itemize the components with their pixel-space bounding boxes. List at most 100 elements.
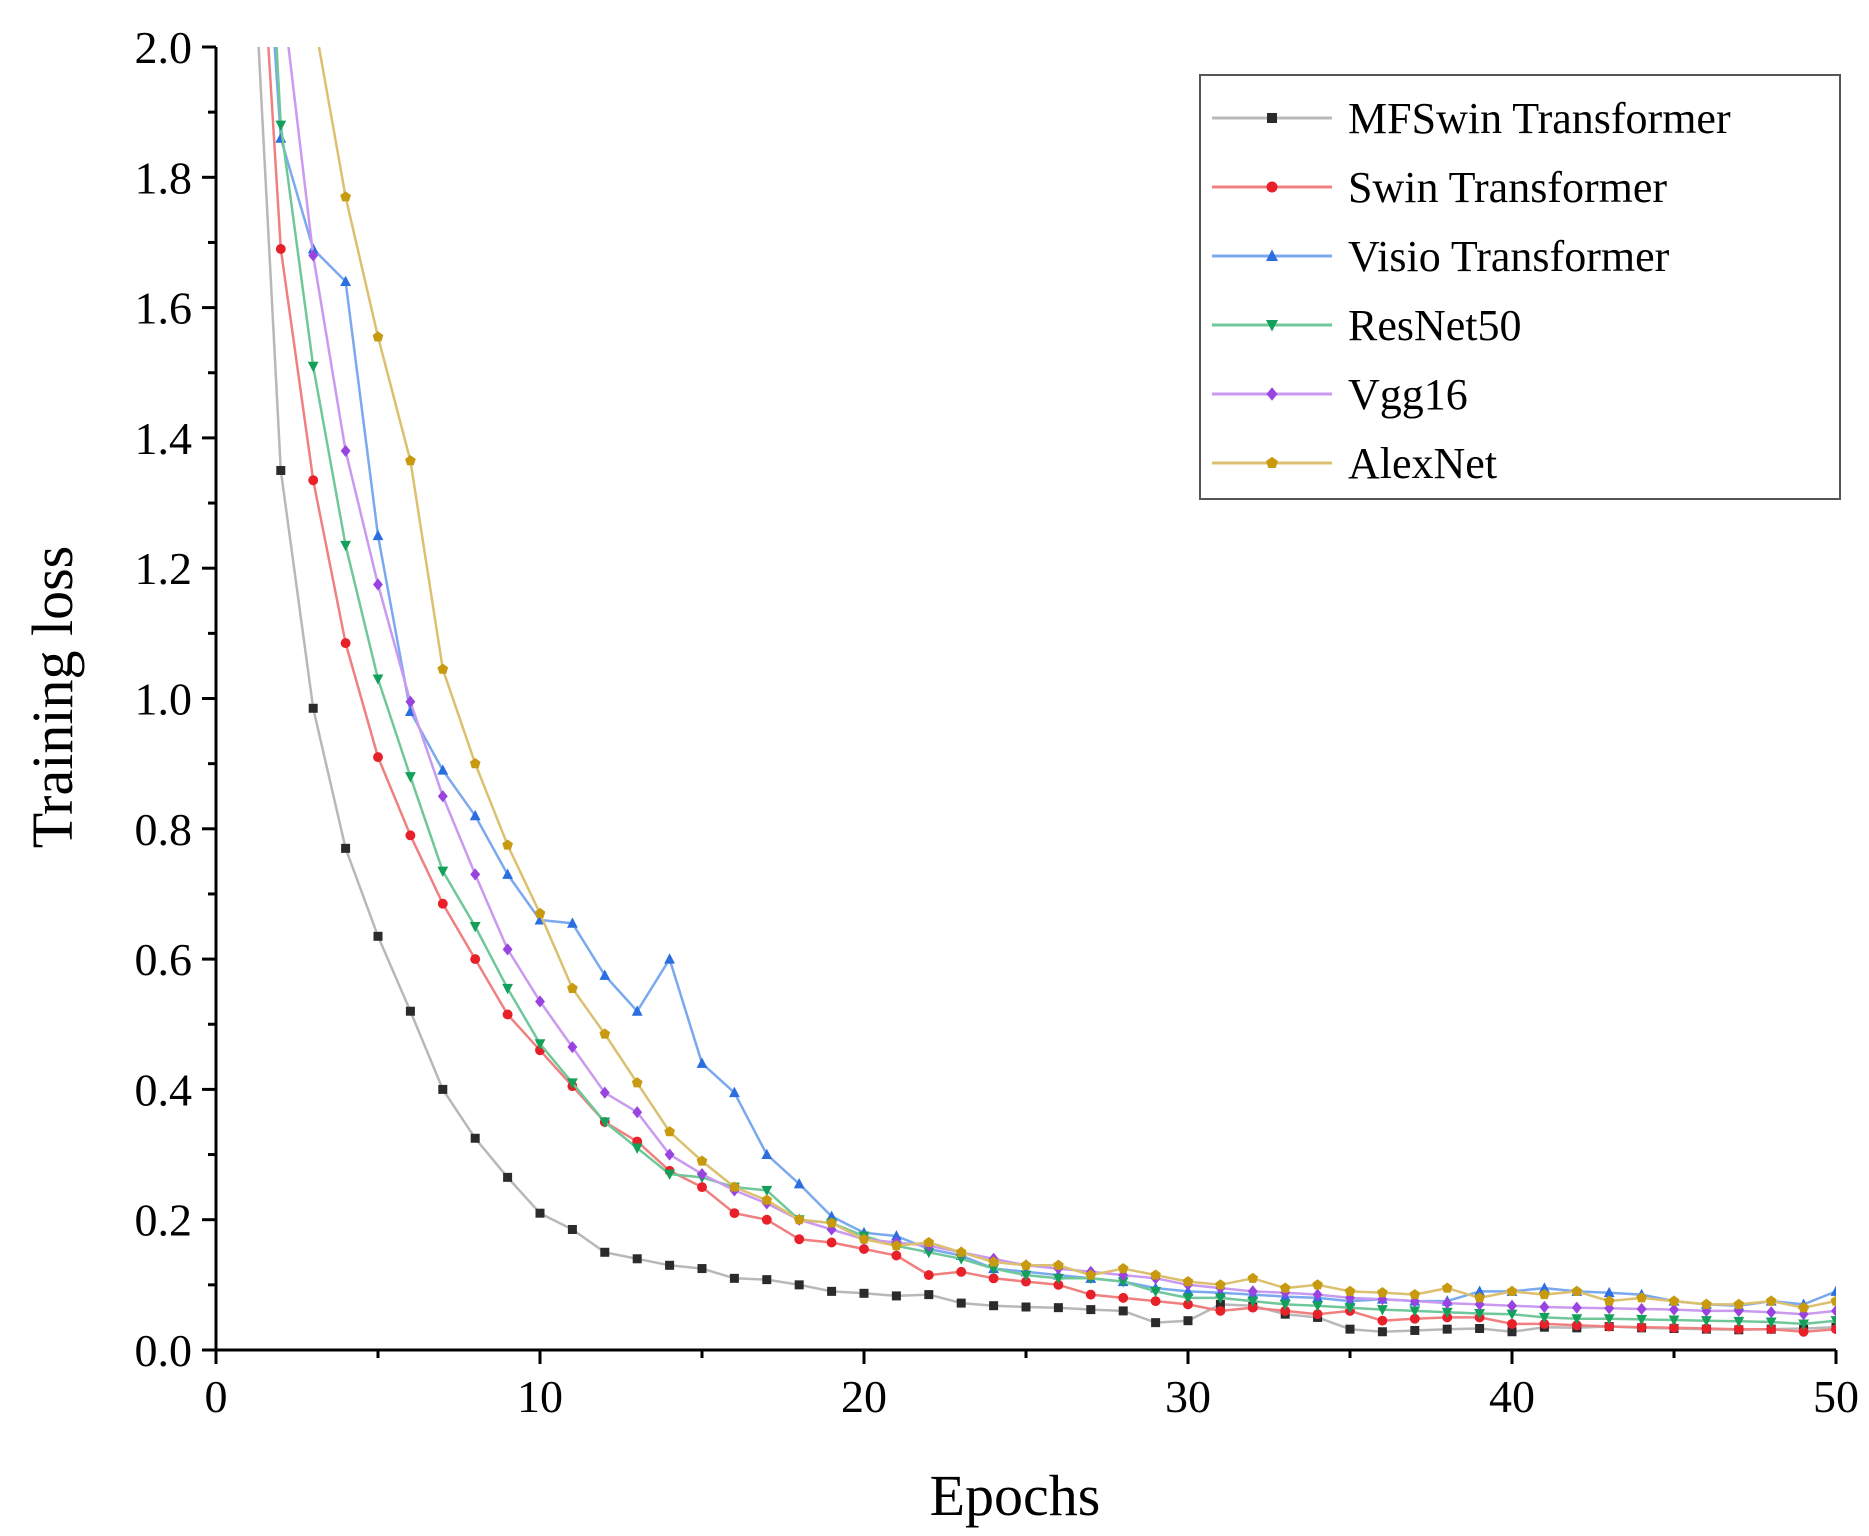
data-point [1053,1279,1064,1290]
data-point [1183,1316,1193,1326]
data-point [761,1194,773,1205]
data-point [761,1214,772,1225]
data-point [827,1286,837,1296]
data-point [665,1260,675,1270]
data-point [729,1273,739,1283]
data-point [567,917,578,928]
data-point [1798,1319,1809,1330]
data-point [1247,1302,1258,1313]
data-point [405,455,416,466]
data-point [1636,1292,1647,1303]
data-point [955,1254,967,1265]
data-point [405,772,416,783]
data-point [470,1133,480,1143]
data-point [1312,1288,1323,1301]
data-point [1085,1269,1097,1280]
data-point [729,1208,740,1219]
data-point [1831,1324,1836,1335]
data-point [275,120,287,132]
legend-item: MFSwin Transformer [1212,94,1731,143]
data-point [405,830,416,841]
data-point [469,758,481,769]
data-point [502,868,513,879]
data-point [437,764,449,775]
data-point [1603,1314,1615,1325]
data-point [664,1169,675,1180]
data-point [891,1230,902,1241]
data-point [372,331,384,342]
x-tick-label: 20 [841,1371,887,1422]
data-point [1506,1285,1518,1296]
data-point [1701,1304,1712,1317]
x-tick-label: 50 [1813,1371,1859,1422]
data-point [1668,1315,1680,1326]
data-point [1507,1299,1517,1312]
data-point [664,1148,675,1161]
data-point [988,1256,999,1267]
data-point [1507,1318,1517,1329]
data-point [340,638,351,649]
data-point [956,1266,967,1277]
y-tick-label: 1.2 [135,543,193,594]
data-point [1766,1324,1777,1335]
data-point [1765,1295,1777,1306]
data-point [1118,1292,1129,1303]
data-point [826,1237,837,1248]
data-point [1701,1298,1712,1309]
series-line [267,47,1836,1334]
data-point [1798,1302,1809,1313]
data-point [469,809,481,821]
data-point [1442,1324,1452,1334]
data-point [599,1086,610,1099]
data-point [1377,1315,1388,1326]
legend-marker [1266,320,1278,332]
data-point [1571,1314,1583,1325]
data-point [1377,1327,1387,1337]
data-point [1117,1277,1129,1288]
y-axis-label: Training loss [20,546,85,848]
data-point [1474,1285,1485,1296]
data-point [535,995,545,1008]
data-point [1636,1314,1647,1326]
data-point [438,1084,448,1094]
legend-box [1199,74,1841,500]
data-point [988,1264,999,1275]
data-point [924,1290,934,1300]
data-point [276,465,286,475]
data-point [794,1234,805,1245]
data-point [1053,1303,1063,1313]
data-point [373,578,383,591]
data-point [1085,1289,1096,1300]
data-point [1830,1316,1836,1327]
data-point [502,839,513,850]
data-point [859,1244,869,1254]
data-point [1474,1298,1485,1311]
data-point [534,907,546,919]
legend-label: Swin Transformer [1348,163,1667,212]
data-point [437,898,448,909]
data-point [599,1028,611,1039]
legend-label: ResNet50 [1348,301,1522,350]
data-point [1279,1299,1291,1311]
data-point [1118,1306,1128,1316]
data-point [405,1006,415,1016]
data-point [1182,1293,1194,1304]
data-point [1279,1282,1291,1293]
data-point [1830,1295,1836,1306]
data-point [1701,1323,1712,1334]
data-point [1345,1324,1355,1334]
data-point [1020,1270,1032,1281]
data-point [600,1247,610,1257]
x-tick-label: 0 [205,1371,228,1422]
x-tick-label: 10 [517,1371,563,1422]
data-point [308,703,318,713]
legend-marker [1267,113,1277,123]
data-point [534,1039,546,1050]
data-point [1733,1304,1744,1317]
data-point [308,249,319,262]
data-point [1053,1273,1064,1285]
data-point [567,1078,578,1089]
data-point [1539,1318,1550,1329]
axes-layer: 0.0 0.2 0.4 0.6 0.8 1.0 1.2 1.4 1.6 1.8 2.0 0 10 20 30… [135,22,1860,1422]
data-point [859,1288,869,1298]
